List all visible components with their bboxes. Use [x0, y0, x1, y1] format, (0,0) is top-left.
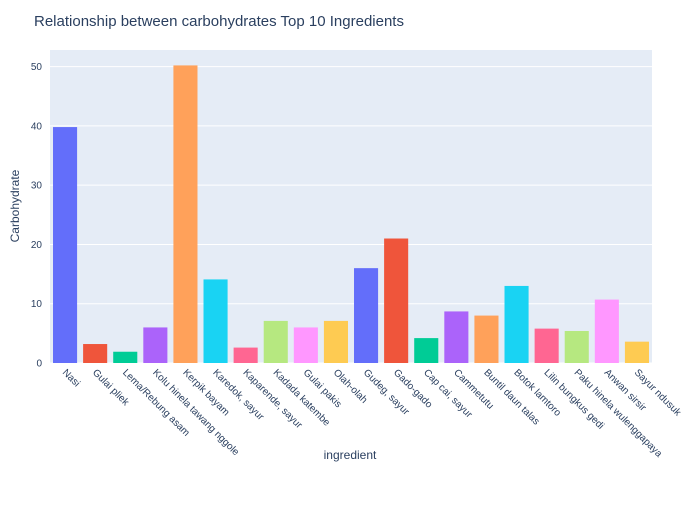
- bar[interactable]: [504, 285, 529, 363]
- bar[interactable]: [233, 347, 258, 363]
- bar[interactable]: [624, 341, 649, 363]
- bar[interactable]: [354, 268, 379, 363]
- bar[interactable]: [53, 127, 78, 363]
- bar[interactable]: [293, 327, 318, 363]
- bar[interactable]: [173, 65, 198, 364]
- bar[interactable]: [113, 351, 138, 363]
- plot-area: [50, 50, 652, 363]
- y-axis-title: Carbohydrate: [8, 169, 22, 242]
- y-tick-label: 40: [31, 121, 43, 132]
- x-tick-label: Nasi: [60, 367, 82, 389]
- y-tick-label: 30: [31, 181, 43, 192]
- bar[interactable]: [203, 279, 228, 363]
- bar[interactable]: [384, 238, 409, 363]
- chart-title: Relationship between carbohydrates Top 1…: [34, 13, 404, 30]
- y-tick-label: 10: [31, 299, 43, 310]
- bar[interactable]: [474, 315, 499, 363]
- bar[interactable]: [143, 327, 168, 363]
- bar[interactable]: [444, 311, 469, 363]
- y-tick-label: 50: [31, 62, 43, 73]
- y-axis-ticks: 0 10 20 30 40 50: [31, 62, 43, 369]
- bar[interactable]: [83, 344, 108, 363]
- y-tick-label: 20: [31, 240, 43, 251]
- bar[interactable]: [263, 320, 288, 363]
- x-axis-title: ingredient: [324, 448, 377, 462]
- y-tick-label: 0: [36, 359, 42, 370]
- bar[interactable]: [534, 328, 559, 363]
- bar[interactable]: [414, 338, 439, 363]
- bar[interactable]: [594, 299, 619, 363]
- bar[interactable]: [564, 330, 589, 363]
- bars: [53, 65, 649, 364]
- bar[interactable]: [323, 320, 348, 363]
